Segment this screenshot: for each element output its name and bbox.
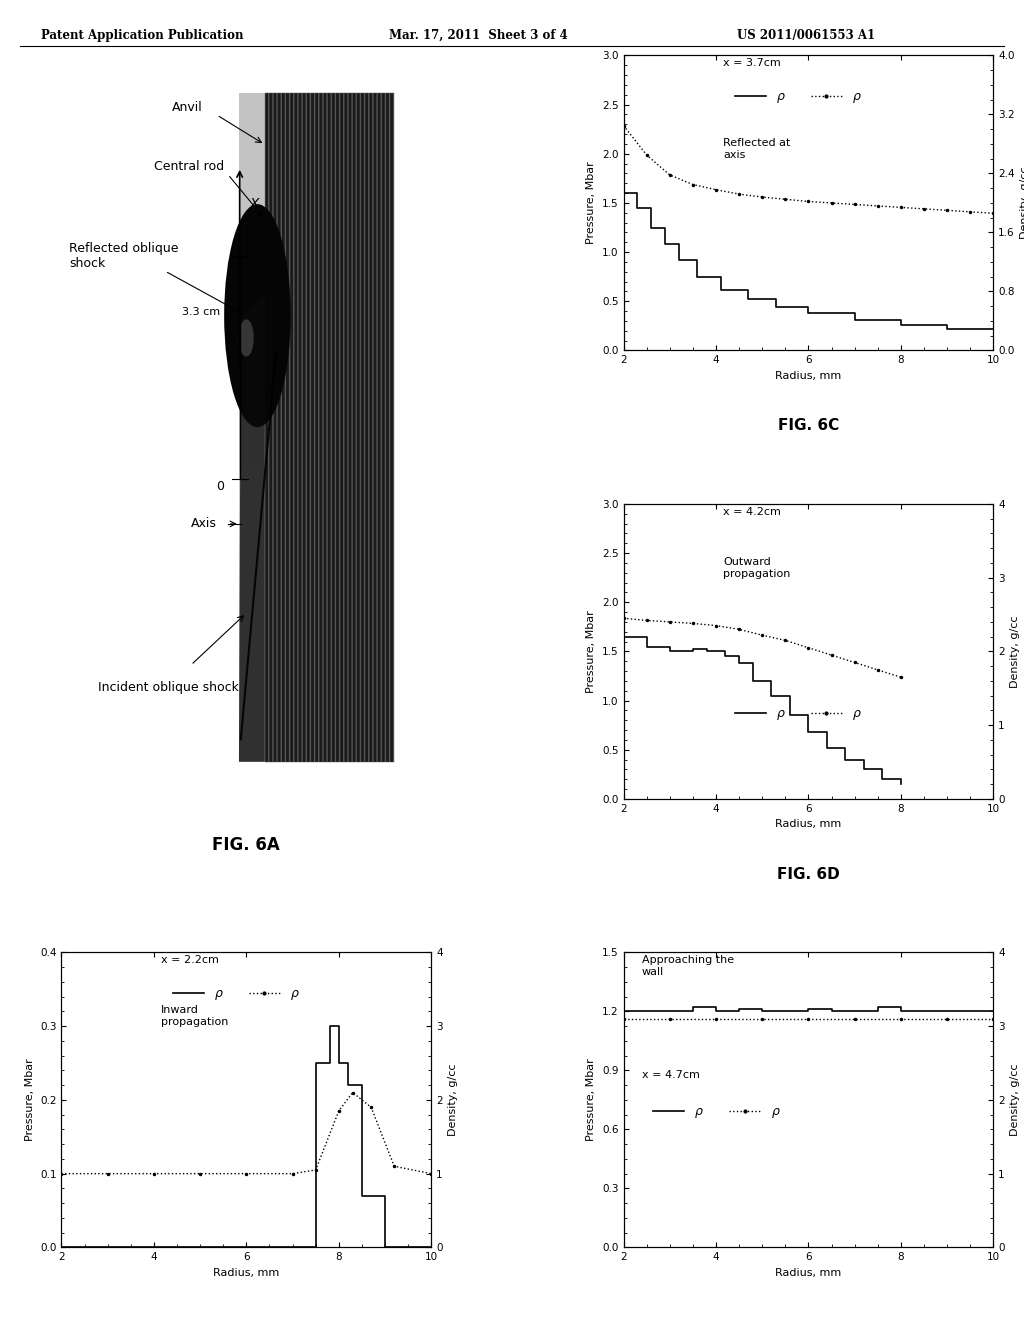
Bar [265,92,394,762]
Legend: $\rho$, $\rho$: $\rho$, $\rho$ [648,1101,785,1125]
Text: Incident oblique shock: Incident oblique shock [98,681,240,694]
Text: x = 4.7cm: x = 4.7cm [642,1071,699,1080]
Bar [265,92,394,762]
Text: FIG. 6A: FIG. 6A [212,836,281,854]
Polygon shape [239,465,265,762]
Text: x = 2.2cm: x = 2.2cm [161,956,219,965]
X-axis label: Radius, mm: Radius, mm [775,1267,842,1278]
X-axis label: Radius, mm: Radius, mm [775,820,842,829]
Text: Axis: Axis [190,517,217,531]
Text: X: X [250,197,259,211]
Text: Outward
propagation: Outward propagation [723,557,791,578]
Y-axis label: Density, g/cc: Density, g/cc [1020,166,1024,239]
Text: Patent Application Publication: Patent Application Publication [41,29,244,42]
Text: Mar. 17, 2011  Sheet 3 of 4: Mar. 17, 2011 Sheet 3 of 4 [389,29,568,42]
X-axis label: Radius, mm: Radius, mm [213,1267,280,1278]
Text: 0: 0 [216,480,224,494]
Y-axis label: Pressure, Mbar: Pressure, Mbar [25,1059,35,1142]
Text: x = 4.2cm: x = 4.2cm [723,507,781,517]
Ellipse shape [224,205,291,428]
Legend: $\rho$, $\rho$: $\rho$, $\rho$ [168,982,304,1007]
Text: Central rod: Central rod [154,161,224,173]
Bar [239,92,265,762]
Text: Inward
propagation: Inward propagation [161,1006,228,1027]
Polygon shape [239,293,265,762]
Text: x = 3.7cm: x = 3.7cm [723,58,781,69]
Y-axis label: Density, g/cc: Density, g/cc [1011,615,1020,688]
Y-axis label: Pressure, Mbar: Pressure, Mbar [587,161,596,244]
Y-axis label: Pressure, Mbar: Pressure, Mbar [587,1059,596,1142]
Text: US 2011/0061553 A1: US 2011/0061553 A1 [737,29,876,42]
Legend: $\rho$, $\rho$: $\rho$, $\rho$ [729,86,866,111]
Text: 3.3 cm: 3.3 cm [182,308,220,317]
Y-axis label: Density, g/cc: Density, g/cc [449,1064,459,1137]
Text: FIG. 6C: FIG. 6C [778,418,839,433]
Text: Approaching the
wall: Approaching the wall [642,956,734,977]
X-axis label: Radius, mm: Radius, mm [775,371,842,381]
Text: Reflected at
axis: Reflected at axis [723,139,791,160]
Legend: $\rho$, $\rho$: $\rho$, $\rho$ [729,702,866,727]
Text: Reflected oblique
shock: Reflected oblique shock [69,242,178,271]
Y-axis label: Pressure, Mbar: Pressure, Mbar [587,610,596,693]
Y-axis label: Density, g/cc: Density, g/cc [1011,1064,1020,1137]
Text: Anvil: Anvil [172,102,203,114]
Ellipse shape [239,319,254,356]
Text: FIG. 6D: FIG. 6D [777,866,840,882]
